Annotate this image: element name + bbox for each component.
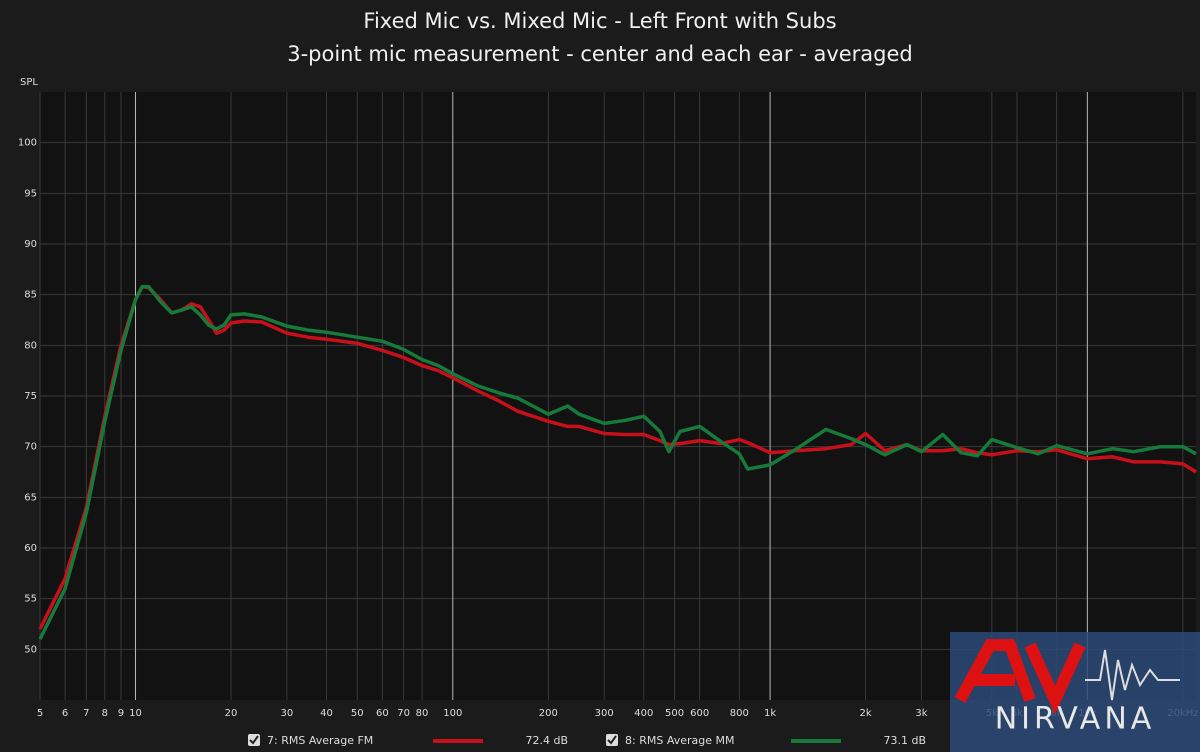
legend-level: 72.4 dB <box>525 734 568 747</box>
y-tick-label: 90 <box>24 239 37 250</box>
x-tick-label: 9 <box>118 708 124 719</box>
series-line <box>38 284 1197 630</box>
y-tick-label: 85 <box>24 290 37 301</box>
x-tick-label: 20 <box>225 708 238 719</box>
y-tick-label: 95 <box>24 188 37 199</box>
legend-label: 7: RMS Average FM <box>267 734 373 747</box>
x-tick-label: 1k <box>764 708 776 719</box>
y-tick-label: 75 <box>24 391 37 402</box>
y-tick-label: 80 <box>24 340 37 351</box>
x-tick-label: 8 <box>102 708 108 719</box>
x-tick-label: 500 <box>665 708 684 719</box>
x-tick-label: 800 <box>730 708 749 719</box>
x-tick-label: 40 <box>320 708 333 719</box>
legend-check <box>607 735 617 745</box>
y-tick-label: 50 <box>24 644 37 655</box>
chart-subtitle: 3-point mic measurement - center and eac… <box>287 42 913 66</box>
x-tick-label: 30 <box>281 708 294 719</box>
y-tick-label: 100 <box>18 138 37 149</box>
x-tick-label: 80 <box>416 708 429 719</box>
legend: 7: RMS Average FM 72.4 dB 8: RMS Average M… <box>248 734 926 747</box>
x-tick-label: 50 <box>351 708 364 719</box>
logo-wave <box>1085 649 1180 701</box>
x-tick-label: 400 <box>634 708 653 719</box>
y-tick-label: 60 <box>24 543 37 554</box>
logo-text: NIRVANA <box>995 702 1156 737</box>
x-tick-label: 6 <box>62 708 68 719</box>
legend-level: 73.1 dB <box>883 734 926 747</box>
logo-av <box>954 639 1086 715</box>
x-tick-label: 2k <box>860 708 872 719</box>
y-axis-label: SPL <box>20 77 38 88</box>
logo: NIRVANA <box>950 632 1200 752</box>
grid: 50 55 60 65 70 75 80 85 90 95 100 5 6 7 8 9 10 20 30 40 50 60… <box>18 92 1199 719</box>
x-tick-label: 70 <box>397 708 410 719</box>
legend-label: 8: RMS Average MM <box>625 734 734 747</box>
x-tick-label: 300 <box>595 708 614 719</box>
chart-title: Fixed Mic vs. Mixed Mic - Left Front wit… <box>363 9 836 33</box>
x-tick-label: 10 <box>129 708 142 719</box>
x-tick-label: 600 <box>690 708 709 719</box>
x-tick-label: 60 <box>376 708 389 719</box>
x-tick-label: 200 <box>539 708 558 719</box>
y-tick-label: 70 <box>24 442 37 453</box>
x-tick-label: 3k <box>915 708 927 719</box>
legend-check <box>249 735 259 745</box>
lines <box>38 284 1197 640</box>
y-tick-label: 55 <box>24 594 37 605</box>
series-line <box>38 284 1197 640</box>
x-tick-label: 100 <box>443 708 462 719</box>
y-tick-label: 65 <box>24 492 37 503</box>
x-tick-label: 7 <box>83 708 89 719</box>
x-tick-label: 5 <box>37 708 43 719</box>
